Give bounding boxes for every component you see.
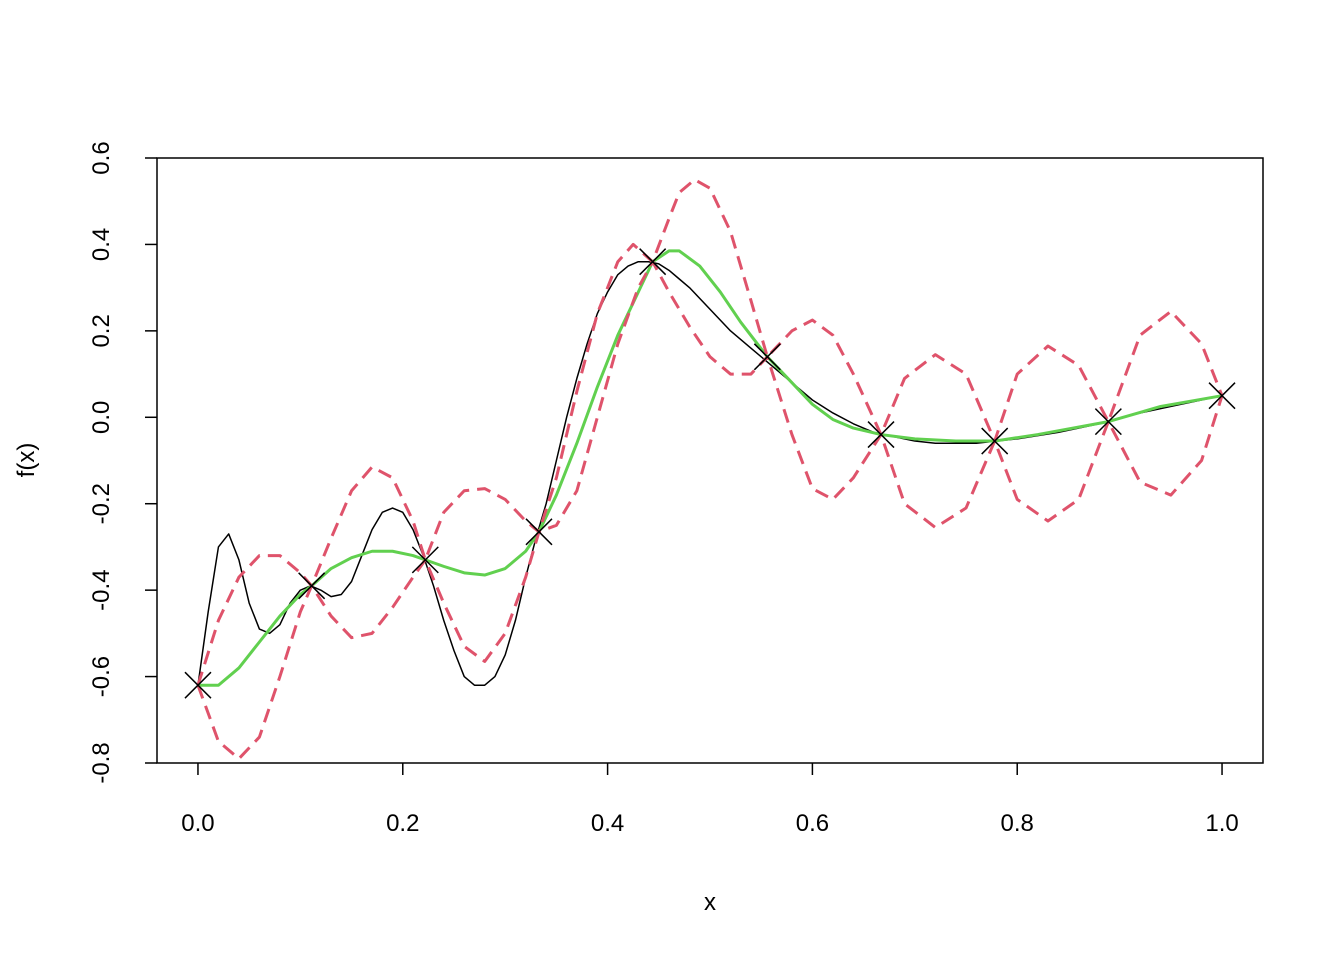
design-point	[1094, 408, 1122, 436]
x-tick-label: 0.8	[1001, 810, 1034, 837]
design-point	[867, 421, 895, 449]
y-tick-label: 0.2	[88, 314, 115, 347]
y-tick-label: 0.0	[88, 401, 115, 434]
y-tick-label: 0.6	[88, 141, 115, 174]
design-point	[1208, 382, 1236, 410]
x-tick-label: 1.0	[1205, 810, 1238, 837]
design-point	[298, 572, 326, 600]
design-point	[981, 427, 1009, 455]
curve	[196, 260, 1224, 761]
curve	[197, 249, 1223, 687]
x-tick-label: 0.0	[181, 810, 214, 837]
y-tick-label: 0.4	[88, 228, 115, 261]
y-axis-title: f(x)	[13, 443, 40, 478]
x-tick-label: 0.6	[796, 810, 829, 837]
y-tick-label: -0.6	[88, 656, 115, 697]
y-tick-label: -0.8	[88, 742, 115, 783]
x-tick-label: 0.2	[386, 810, 419, 837]
x-axis-title: x	[704, 889, 716, 916]
y-tick-label: -0.2	[88, 483, 115, 524]
curve	[197, 260, 1223, 686]
design-point	[639, 248, 667, 276]
design-point	[411, 546, 439, 574]
design-point	[184, 671, 212, 699]
x-tick-label: 0.4	[591, 810, 624, 837]
design-point	[753, 343, 781, 371]
plot-box	[156, 157, 1264, 764]
curve	[196, 178, 1224, 686]
design-point	[525, 518, 553, 546]
y-tick-label: -0.4	[88, 569, 115, 610]
